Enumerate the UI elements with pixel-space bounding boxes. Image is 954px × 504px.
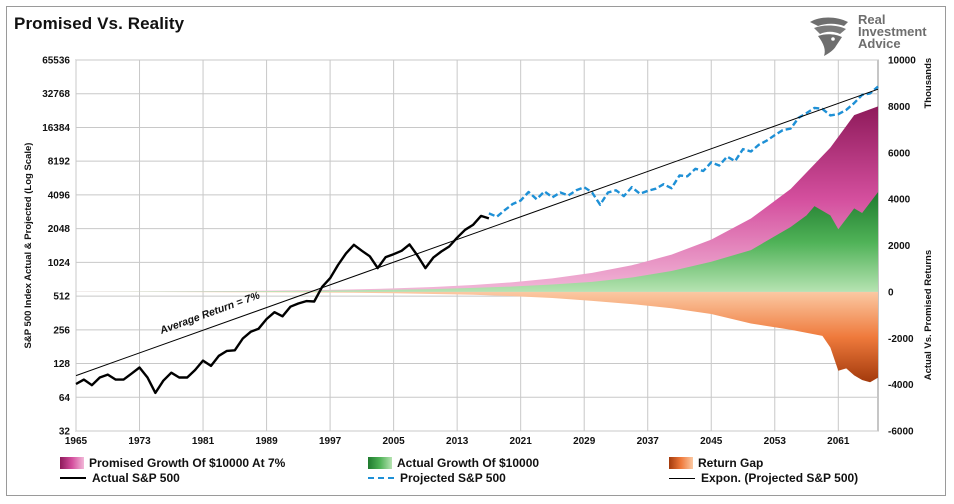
right-tick-label: -2000 — [888, 334, 914, 345]
right-tick-label: -6000 — [888, 427, 914, 438]
right-tick-label: 6000 — [888, 148, 911, 159]
left-tick-label: 64 — [59, 393, 71, 404]
x-tick-label: 2029 — [573, 436, 596, 447]
left-tick-label: 2048 — [48, 224, 71, 235]
actual-growth-area — [76, 192, 878, 292]
left-axis-label: S&P 500 Index Actual & Projected (Log Sc… — [23, 143, 34, 349]
x-tick-label: 2061 — [827, 436, 850, 447]
left-tick-label: 4096 — [48, 190, 71, 201]
right-tick-label: 10000 — [888, 56, 916, 67]
left-tick-label: 512 — [53, 292, 70, 303]
x-tick-label: 1989 — [255, 436, 278, 447]
right-axis-label: Actual Vs. Promised Returns — [923, 250, 934, 380]
left-tick-label: 65536 — [42, 56, 70, 67]
x-tick-label: 2013 — [446, 436, 469, 447]
left-tick-label: 256 — [53, 325, 70, 336]
x-tick-label: 2005 — [382, 436, 405, 447]
left-tick-label: 128 — [53, 359, 70, 370]
x-tick-label: 1997 — [319, 436, 342, 447]
right-tick-label: 0 — [888, 287, 894, 298]
brand-line-1: Real — [858, 12, 886, 27]
chart-title: Promised Vs. Reality — [14, 14, 185, 33]
x-tick-label: 2037 — [637, 436, 660, 447]
left-tick-label: 16384 — [42, 123, 70, 134]
x-tick-label: 1965 — [65, 436, 88, 447]
x-tick-label: 2021 — [510, 436, 533, 447]
brand-line-3: Advice — [858, 36, 901, 51]
return-gap-area — [76, 291, 878, 383]
projected-sp500-line — [488, 85, 879, 218]
right-tick-label: 2000 — [888, 241, 911, 252]
brand-logo: Real Investment Advice — [806, 12, 946, 58]
right-tick-label: -4000 — [888, 380, 914, 391]
area-series — [76, 106, 878, 383]
right-axis-unit: Thousands — [923, 58, 934, 109]
right-tick-label: 4000 — [888, 195, 911, 206]
left-tick-label: 32 — [59, 427, 71, 438]
eagle-head-icon — [810, 17, 848, 56]
right-tick-label: 8000 — [888, 102, 911, 113]
x-tick-label: 2053 — [764, 436, 787, 447]
x-tick-label: 2045 — [700, 436, 723, 447]
line-series — [75, 85, 879, 395]
left-tick-label: 32768 — [42, 89, 70, 100]
axes: 32 64 128 256 512 1024 2048 4096 8192 16384 32768 6… — [23, 56, 934, 448]
expon-trend-line — [75, 88, 879, 377]
x-tick-label: 1981 — [192, 436, 215, 447]
actual-sp500-line — [75, 214, 490, 395]
brand-line-2: Investment — [858, 24, 927, 39]
left-tick-label: 1024 — [48, 258, 71, 269]
x-tick-label: 1973 — [128, 436, 151, 447]
left-tick-label: 8192 — [48, 157, 71, 168]
